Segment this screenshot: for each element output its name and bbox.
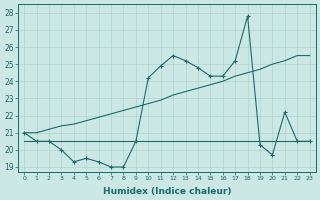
X-axis label: Humidex (Indice chaleur): Humidex (Indice chaleur): [103, 187, 231, 196]
